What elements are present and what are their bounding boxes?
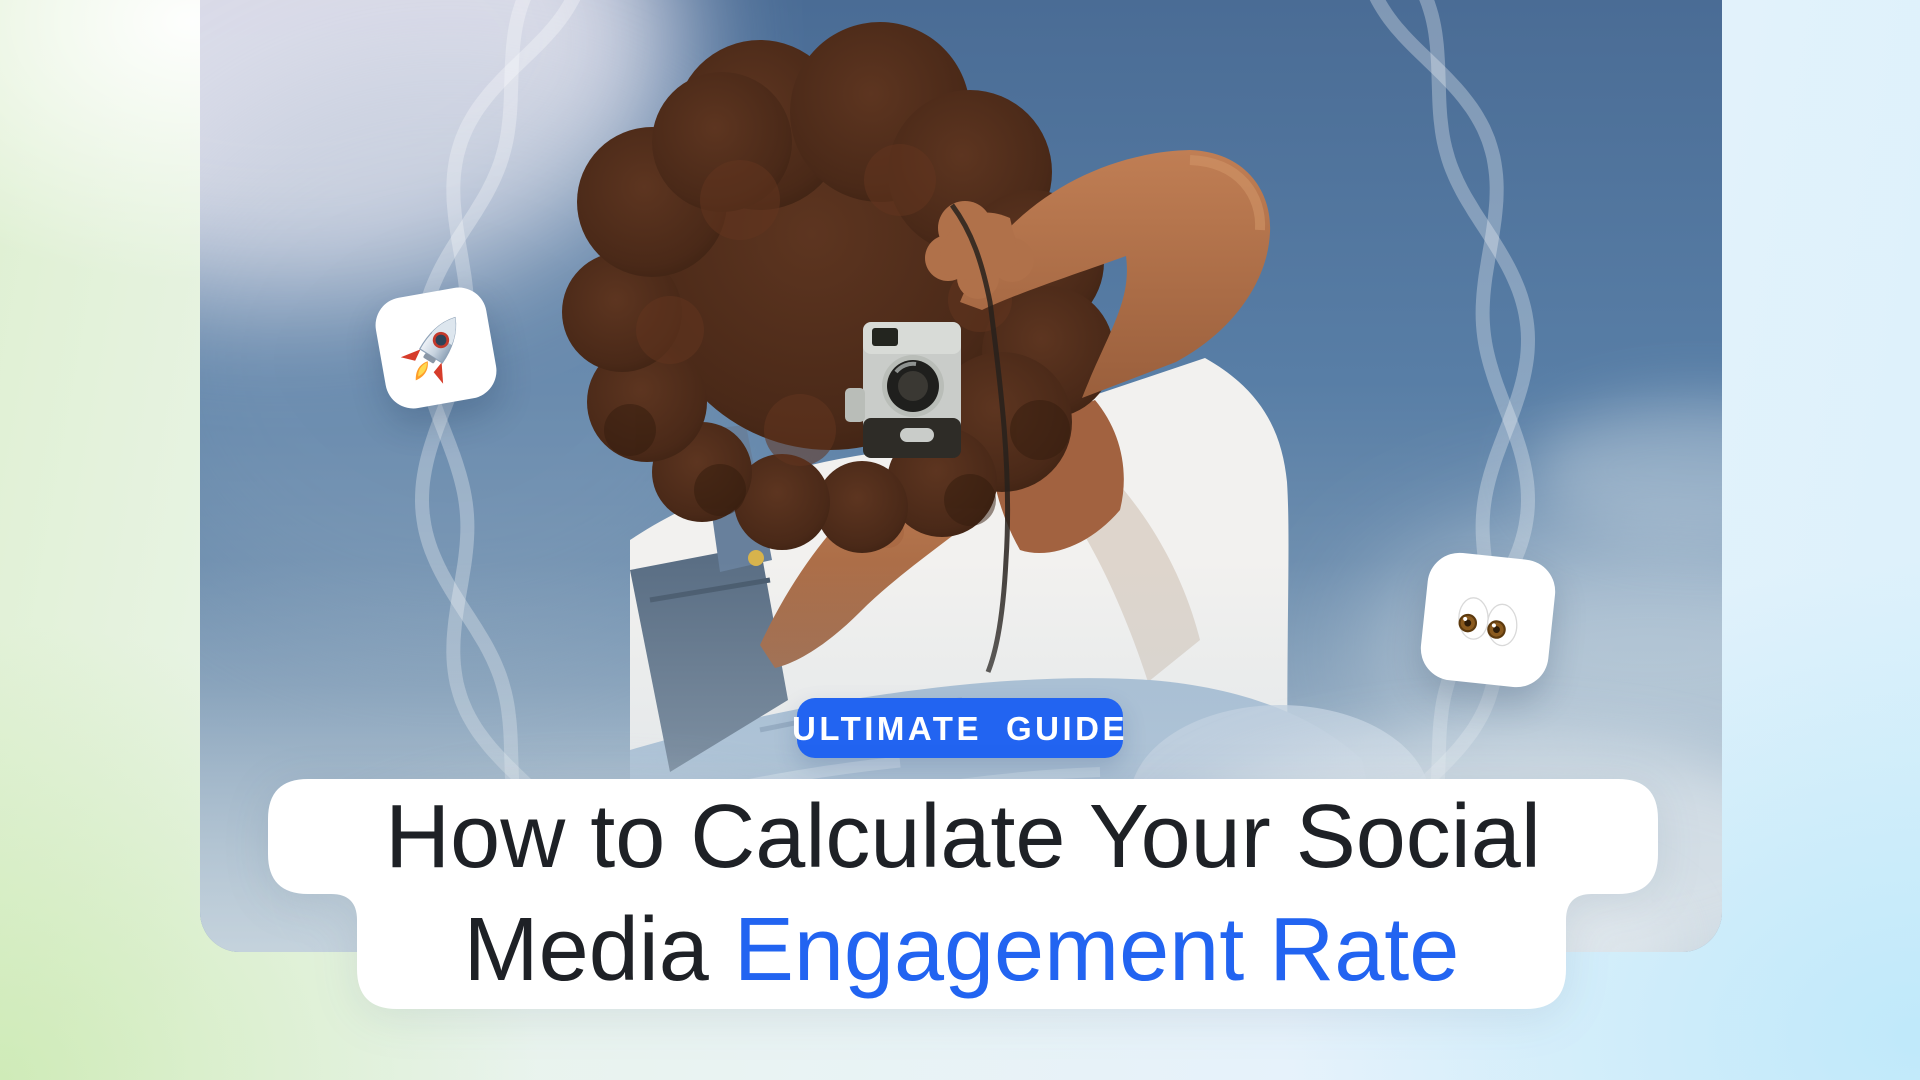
raised-arm	[960, 150, 1271, 398]
badge-word-2: GUIDE	[1005, 709, 1128, 747]
title-line-2: Media Engagement Rate	[357, 890, 1566, 1009]
title-line-1: How to Calculate Your Social	[385, 786, 1541, 887]
rocket-icon	[400, 316, 457, 384]
helix-braid-decoration	[415, 0, 1535, 952]
rocket-sticker	[371, 283, 501, 413]
badge-word-1: ULTIMATE	[792, 709, 982, 747]
cloud	[1530, 400, 1722, 540]
title-line-2-accent: Engagement Rate	[733, 899, 1460, 1000]
vintage-camera	[845, 322, 961, 458]
eyes-sticker	[1417, 549, 1559, 691]
ultimate-guide-badge: ULTIMATE GUIDE	[792, 698, 1124, 758]
hand-on-camera	[925, 201, 1034, 299]
title-line-2-dark: Media	[463, 899, 734, 1000]
eyes-icon	[1458, 597, 1518, 647]
